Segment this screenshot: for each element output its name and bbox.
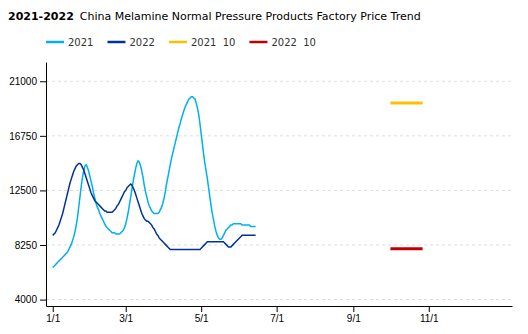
y-tick-label: 21000 [9,76,37,87]
x-tick-mark [126,306,127,312]
x-tick: 7/1 [270,306,284,324]
title-group: 2021-2022 China Melamine Normal Pressure … [8,10,421,23]
chart-svg: 2021-2022 China Melamine Normal Pressure … [0,0,528,334]
y-tick-label: 16750 [9,131,37,142]
legend-label: 2022 10 [271,37,316,48]
x-tick-label: 3/1 [119,313,133,324]
legend-item: 2021 [46,37,93,48]
y-axis: 4000 8250 12500 16750 21000 [9,63,46,307]
x-tick-label: 9/1 [347,313,361,324]
x-tick: 11/1 [420,306,439,324]
y-tick-label: 4000 [15,294,38,305]
grid-line [46,81,512,82]
y-tick: 8250 [15,240,46,251]
legend: 2021 2022 2021 10 2022 10 [46,37,316,48]
y-tick-mark [40,245,46,246]
legend-label: 2021 [68,37,93,48]
x-tick: 9/1 [347,306,361,324]
series-line [53,97,256,268]
y-tick-label: 8250 [15,240,38,251]
x-axis-line [47,306,513,307]
y-tick: 21000 [9,76,46,87]
subtitle: China Melamine Normal Pressure Products … [80,10,421,23]
x-tick-mark [429,306,430,312]
x-axis: 1/1 3/1 5/1 7/1 9/1 11/1 [46,306,512,324]
legend-item: 2022 [107,37,154,48]
y-tick-mark [40,300,46,301]
x-tick-label: 7/1 [270,313,284,324]
legend-label: 2022 [129,37,154,48]
legend-swatch [107,41,125,44]
y-tick-mark [40,136,46,137]
legend-item: 2021 10 [169,37,236,48]
legend-swatch [249,41,267,44]
title: 2021-2022 [8,10,74,23]
series-line [53,163,256,249]
series-line [390,102,422,105]
y-tick-label: 12500 [9,185,37,196]
x-tick-label: 11/1 [420,313,439,324]
x-tick-mark [53,306,54,312]
grid [46,81,512,299]
legend-swatch [46,41,64,44]
x-tick-mark [277,306,278,312]
x-tick: 5/1 [195,306,209,324]
x-tick-mark [201,306,202,312]
grid-line [46,299,512,300]
legend-item: 2022 10 [249,37,316,48]
legend-swatch [169,41,187,44]
legend-label: 2021 10 [191,37,236,48]
y-tick: 4000 [15,294,46,305]
chart-container: 2021-2022 China Melamine Normal Pressure … [0,0,528,334]
series-line [390,247,422,250]
y-tick: 16750 [9,131,46,142]
x-tick: 3/1 [119,306,133,324]
x-tick: 1/1 [46,306,60,324]
grid-line [46,245,512,246]
x-tick-label: 1/1 [46,313,60,324]
plot-area [53,97,423,268]
x-tick-label: 5/1 [195,313,209,324]
x-tick-mark [353,306,354,312]
y-tick-mark [40,190,46,191]
y-tick-mark [40,81,46,82]
y-tick: 12500 [9,185,46,196]
y-axis-line [46,63,47,307]
grid-line [46,190,512,191]
grid-line [46,135,512,136]
